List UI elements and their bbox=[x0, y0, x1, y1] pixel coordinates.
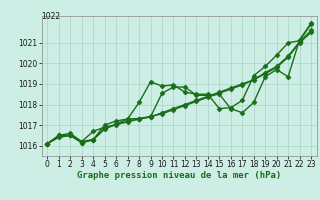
X-axis label: Graphe pression niveau de la mer (hPa): Graphe pression niveau de la mer (hPa) bbox=[77, 171, 281, 180]
Text: 1022: 1022 bbox=[42, 12, 61, 21]
